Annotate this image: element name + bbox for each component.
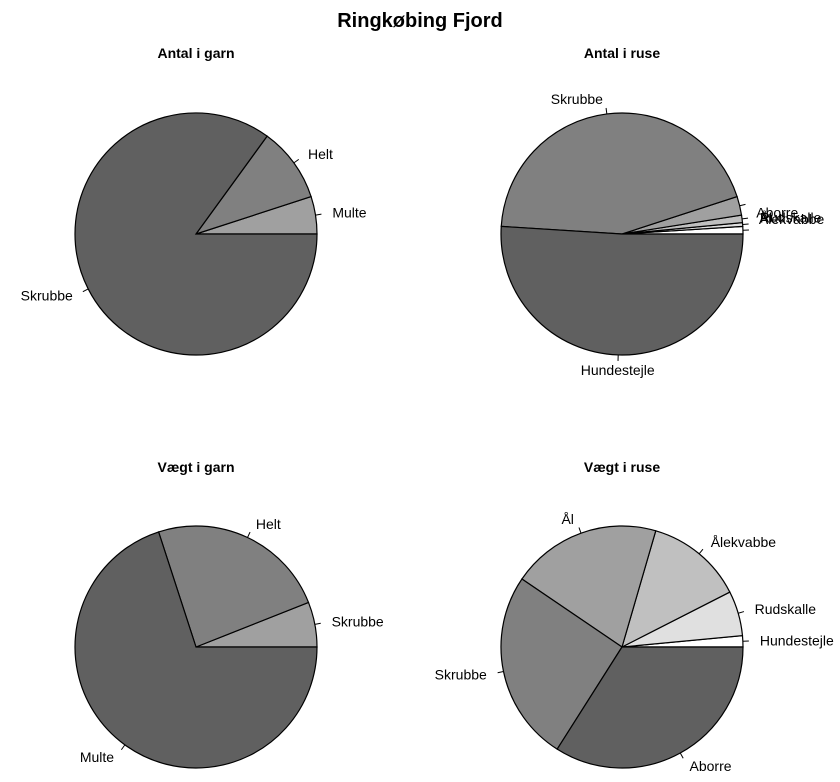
pie-slice-aborre: [556, 646, 744, 769]
pie-title: Vægt i ruse: [584, 459, 660, 475]
slice-label: Aborre: [690, 758, 732, 774]
slice-label: Aborre: [756, 204, 798, 220]
slice-label: Helt: [308, 146, 333, 162]
pie-vaegt-i-garn: Vægt i garn Skrubbe Helt Multe: [74, 459, 384, 769]
pie-title: Vægt i garn: [157, 459, 234, 475]
slice-label: Skrubbe: [435, 667, 487, 683]
slice-label: Ålekvabbe: [711, 534, 777, 550]
slice-label: Hundestejle: [760, 633, 834, 649]
slice-label: Rudskalle: [760, 210, 822, 226]
label-tick: [739, 203, 746, 207]
pie-slice-skrubbe: [500, 578, 623, 750]
slice-label: Ål: [760, 209, 772, 225]
pie-slice-helt: [194, 135, 312, 236]
slice-label: Rudskalle: [755, 601, 817, 617]
slice-label: Skrubbe: [332, 614, 384, 630]
pie-slice-skrubbe: [500, 112, 738, 235]
pie-title: Antal i garn: [157, 45, 234, 61]
label-tick: [247, 531, 251, 538]
label-tick: [738, 611, 745, 614]
slice-label: Skrubbe: [21, 288, 73, 304]
pie-vaegt-i-ruse: Vægt i ruse Hundestejle Rudskalle Ålekvabbe…: [435, 459, 834, 774]
pie-slice-skrubbe: [74, 112, 318, 356]
label-tick: [578, 527, 582, 534]
slice-label: Ålekvabbe: [759, 211, 825, 227]
slice-label: Multe: [332, 205, 366, 221]
pie-slice-multe: [74, 531, 318, 769]
pie-slice-aalekvabbe: [621, 530, 731, 649]
label-tick: [698, 548, 704, 555]
label-tick: [314, 622, 321, 625]
label-tick: [605, 107, 608, 115]
slice-label: Multe: [80, 749, 114, 765]
label-tick: [741, 217, 749, 220]
label-tick: [497, 671, 504, 674]
label-tick: [82, 288, 89, 293]
pie-slice-hundestejle: [500, 225, 744, 356]
label-tick: [315, 213, 322, 216]
label-tick: [120, 744, 126, 751]
pie-antal-i-garn: Antal i garn Multe Helt Skrubbe: [21, 45, 367, 356]
pie-slice-aal: [521, 525, 657, 648]
slice-label: Ål: [561, 511, 573, 527]
label-tick: [293, 158, 300, 164]
slice-label: Skrubbe: [551, 91, 603, 107]
label-tick: [679, 752, 684, 759]
pie-title: Antal i ruse: [584, 45, 660, 61]
slice-label: Hundestejle: [581, 362, 655, 378]
slice-label: Helt: [256, 516, 281, 532]
main-title: Ringkøbing Fjord: [337, 10, 503, 32]
